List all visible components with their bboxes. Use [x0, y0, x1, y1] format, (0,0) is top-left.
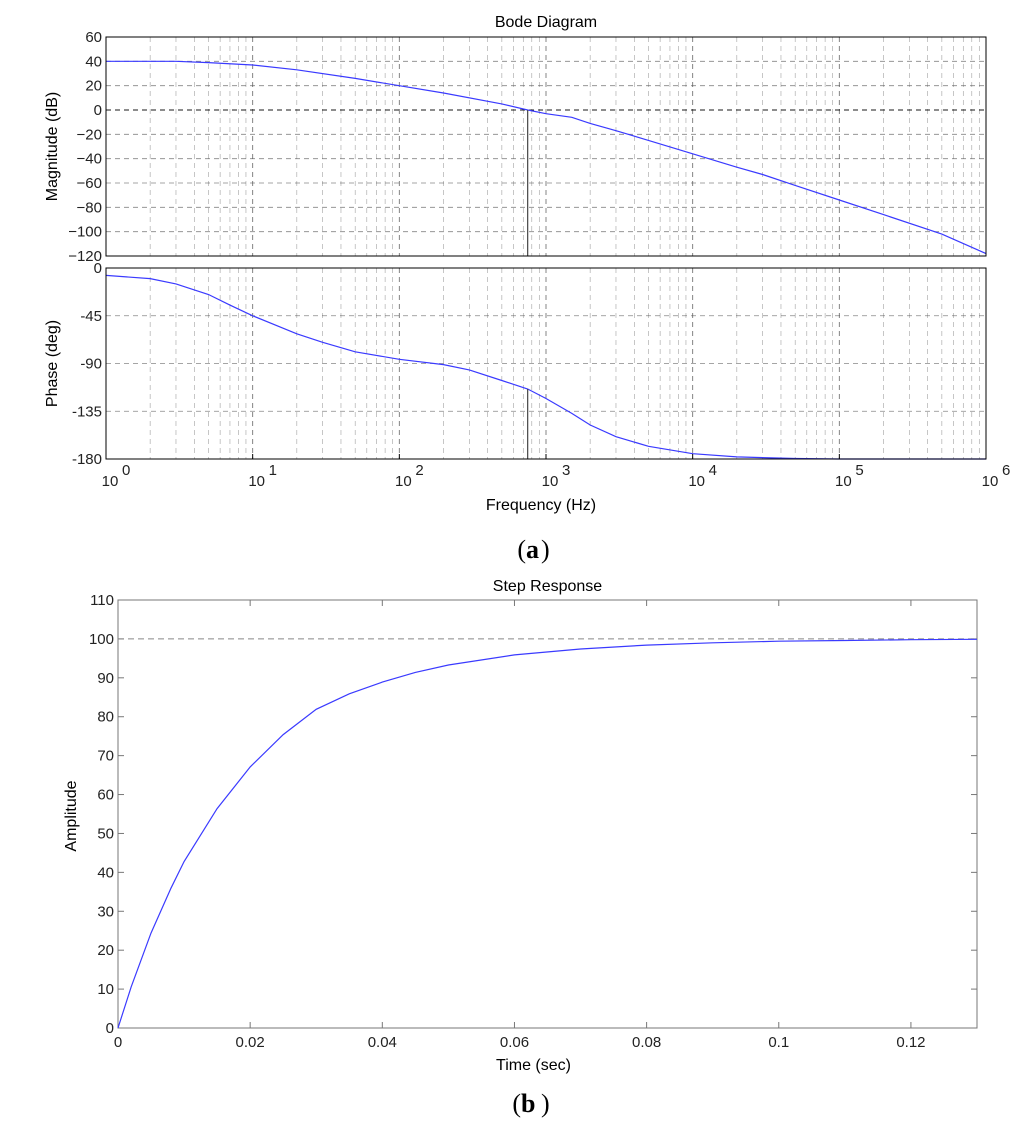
svg-text:(: ( — [512, 1089, 521, 1118]
bode-title: Bode Diagram — [495, 14, 597, 31]
svg-text:): ) — [541, 1089, 550, 1118]
y-tick-label: 60 — [85, 29, 102, 46]
x-tick-label: 0.04 — [368, 1034, 397, 1051]
y-tick-label: 20 — [97, 942, 114, 959]
x-tick-label: 10 — [542, 473, 559, 490]
svg-text:): ) — [541, 535, 550, 564]
y-tick-label: 100 — [89, 631, 114, 648]
panel-label-b: ( b ) — [512, 1089, 549, 1118]
y-tick-label: 90 — [97, 670, 114, 687]
y-tick-label: −80 — [77, 199, 102, 216]
x-tick-label: 10 — [248, 473, 265, 490]
y-tick-label: 0 — [94, 260, 102, 277]
magnitude-axes-frame — [105, 36, 987, 257]
step-response-curve — [117, 638, 978, 1029]
step-axes-frame — [117, 599, 978, 1029]
y-tick-label: 80 — [97, 709, 114, 726]
x-tick-label: 0.08 — [632, 1034, 661, 1051]
y-tick-label: 40 — [97, 864, 114, 881]
magnitude-ylabel: Magnitude (dB) — [44, 92, 61, 201]
y-tick-label: 60 — [97, 787, 114, 804]
time-xlabel: Time (sec) — [496, 1057, 571, 1074]
y-tick-label: 40 — [85, 53, 102, 70]
x-tick-exponent: 1 — [269, 462, 277, 479]
x-tick-exponent: 6 — [1002, 462, 1010, 479]
x-tick-label: 0.12 — [896, 1034, 925, 1051]
x-tick-exponent: 4 — [709, 462, 717, 479]
phase-curve — [105, 274, 986, 460]
y-tick-label: -45 — [80, 308, 102, 325]
y-tick-label: 50 — [97, 825, 114, 842]
x-tick-exponent: 0 — [122, 462, 130, 479]
y-tick-label: -180 — [72, 451, 102, 468]
x-tick-label: 0.06 — [500, 1034, 529, 1051]
y-tick-label: 110 — [90, 592, 114, 609]
y-tick-label: −60 — [77, 175, 102, 192]
magnitude-curve — [106, 60, 987, 255]
phase-ylabel: Phase (deg) — [44, 320, 61, 407]
x-tick-label: 10 — [688, 473, 705, 490]
amplitude-ylabel: Amplitude — [63, 780, 80, 851]
y-tick-label: −100 — [68, 224, 102, 241]
panel-label-a-letter: a — [526, 535, 539, 564]
y-tick-label: 70 — [97, 748, 114, 765]
y-tick-label: -90 — [80, 356, 102, 373]
x-tick-label: 0.02 — [236, 1034, 265, 1051]
panel-label-b-letter: b — [521, 1089, 535, 1118]
y-tick-label: 20 — [85, 78, 102, 95]
x-tick-label: 10 — [102, 473, 119, 490]
x-tick-label: 0.1 — [768, 1034, 789, 1051]
x-tick-exponent: 3 — [562, 462, 570, 479]
svg-text:(: ( — [517, 535, 526, 564]
y-tick-label: 0 — [106, 1020, 114, 1037]
frequency-xlabel: Frequency (Hz) — [486, 497, 596, 514]
y-tick-label: −120 — [68, 248, 102, 265]
step-title: Step Response — [493, 578, 603, 595]
x-tick-label: 0 — [114, 1034, 122, 1051]
x-tick-exponent: 2 — [415, 462, 423, 479]
y-tick-label: -135 — [72, 403, 102, 420]
bode-magnitude-chart: 60 40 20 0 −20 −40 −60 −80 −100 −120 Bode Diagram M… — [44, 14, 987, 265]
y-tick-label: 30 — [97, 903, 114, 920]
x-tick-label: 10 — [835, 473, 852, 490]
y-tick-label: 10 — [97, 981, 114, 998]
y-tick-label: −40 — [77, 151, 102, 168]
step-response-chart: 0 10 20 30 40 50 60 70 80 90 100 110 0 0.02 0.04 0.06 0.… — [63, 578, 978, 1074]
x-tick-exponent: 5 — [855, 462, 863, 479]
y-tick-label: 0 — [94, 102, 102, 119]
x-tick-label: 10 — [982, 473, 999, 490]
x-tick-label: 10 — [395, 473, 412, 490]
panel-label-a: ( a ) — [517, 535, 549, 564]
y-tick-label: −20 — [77, 126, 102, 143]
